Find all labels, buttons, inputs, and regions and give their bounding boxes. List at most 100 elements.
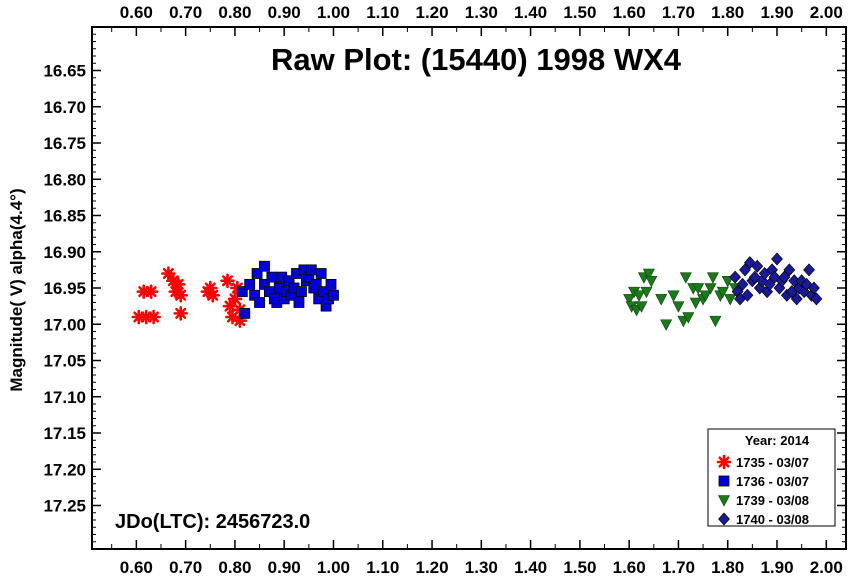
data-point [328, 289, 339, 301]
data-point [296, 286, 307, 298]
data-point [679, 272, 692, 284]
data-point [699, 290, 712, 302]
y-tick-label: 16.90 [43, 243, 86, 262]
legend-label: 1739 - 03/08 [736, 493, 809, 508]
data-point [640, 286, 653, 299]
data-point [635, 301, 648, 313]
data-point [642, 268, 655, 281]
data-point [739, 263, 751, 277]
data-point [633, 290, 646, 302]
y-tick-label: 16.75 [43, 134, 86, 153]
data-point [808, 281, 820, 295]
x-tick-label-top: 1.00 [317, 3, 350, 22]
legend-entries: 1735 - 03/07 1736 - 03/07 1739 - 03/08 1740… [716, 454, 809, 527]
data-point [220, 273, 235, 289]
data-point [205, 287, 221, 303]
legend-marker [718, 512, 730, 526]
data-point [236, 286, 248, 298]
data-point [692, 283, 705, 295]
y-tick-label: 17.15 [43, 424, 86, 443]
x-tick-label-bottom: 1.50 [563, 558, 596, 577]
data-point [143, 284, 159, 299]
y-tick-label: 16.65 [43, 62, 86, 81]
data-point [706, 272, 719, 284]
points-layer [131, 252, 823, 331]
data-point [254, 297, 265, 308]
data-point [645, 275, 658, 288]
data-point [259, 260, 270, 272]
x-tick-label-bottom: 1.60 [613, 558, 646, 577]
data-point [790, 292, 803, 306]
data-point [724, 294, 737, 306]
x-tick-label-top: 1.40 [514, 3, 547, 22]
data-point [170, 277, 186, 292]
data-point [660, 319, 673, 331]
legend-label: 1740 - 03/08 [736, 512, 809, 527]
y-tick-label: 16.95 [43, 279, 86, 298]
data-point [623, 294, 636, 306]
legend-label: 1736 - 03/07 [736, 474, 809, 489]
x-tick-label-top: 1.60 [613, 3, 646, 22]
data-point [810, 292, 823, 306]
x-tick-label-bottom: 1.70 [662, 558, 695, 577]
data-point [244, 278, 256, 290]
data-point [721, 275, 734, 288]
data-point [173, 287, 189, 303]
data-point [293, 297, 305, 308]
data-point [771, 252, 783, 266]
data-point [266, 271, 278, 283]
data-point [667, 290, 680, 302]
data-point [803, 263, 815, 277]
x-tick-label-top: 0.80 [218, 3, 251, 22]
x-tick-label-bottom: 1.20 [415, 558, 448, 577]
data-point [682, 312, 695, 324]
data-point [741, 288, 754, 302]
data-point [655, 294, 668, 306]
legend-title: Year: 2014 [745, 433, 810, 448]
x-tick-label-bottom: 0.70 [169, 558, 202, 577]
data-point [310, 278, 322, 290]
x-tick-label-bottom: 0.90 [268, 558, 301, 577]
y-tick-label: 17.25 [43, 497, 86, 516]
data-point [778, 270, 791, 284]
y-tick-label: 17.20 [43, 460, 86, 479]
data-point [315, 268, 327, 279]
x-tick-label-top: 1.10 [366, 3, 399, 22]
data-point [173, 306, 189, 321]
x-tick-label-bottom: 1.10 [366, 558, 399, 577]
y-tick-label: 17.05 [43, 352, 86, 371]
data-point [709, 315, 722, 328]
x-tick-label-top: 1.30 [465, 3, 498, 22]
x-tick-label-top: 0.70 [169, 3, 202, 22]
x-tick-label-bottom: 2.00 [810, 558, 843, 577]
data-point [672, 301, 685, 313]
legend-marker [716, 454, 732, 470]
data-point [239, 307, 251, 319]
x-tick-label-bottom: 1.00 [317, 558, 350, 577]
x-tick-label-top: 1.50 [563, 3, 596, 22]
x-tick-label-bottom: 0.80 [218, 558, 251, 577]
data-point [716, 286, 729, 299]
x-tick-label-top: 1.70 [662, 3, 695, 22]
y-tick-label: 17.00 [43, 315, 86, 334]
y-axis-title: Magnitude( V) alpha(4.4°) [7, 188, 26, 391]
data-point [325, 278, 337, 290]
data-point [251, 268, 263, 279]
x-tick-label-bottom: 0.60 [120, 558, 153, 577]
data-point [736, 277, 749, 291]
x-tick-label-top: 0.60 [120, 3, 153, 22]
data-point [763, 277, 776, 291]
y-tick-label: 16.70 [43, 98, 86, 117]
x-tick-label-top: 1.90 [760, 3, 793, 22]
x-tick-label-bottom: 1.90 [760, 558, 793, 577]
ticks-layer: 0.60 0.60 0.70 0.70 0.80 0.80 0.90 0.90 1.00 1.00… [43, 3, 846, 577]
data-point [146, 309, 161, 325]
chart-title: Raw Plot: (15440) 1998 WX4 [271, 42, 682, 77]
x-tick-label-bottom: 1.80 [711, 558, 744, 577]
data-point [751, 259, 764, 273]
x-tick-label-bottom: 1.40 [514, 558, 547, 577]
jd-annotation: JDo(LTC): 2456723.0 [115, 511, 310, 533]
data-point [783, 263, 796, 277]
data-point [729, 270, 742, 284]
